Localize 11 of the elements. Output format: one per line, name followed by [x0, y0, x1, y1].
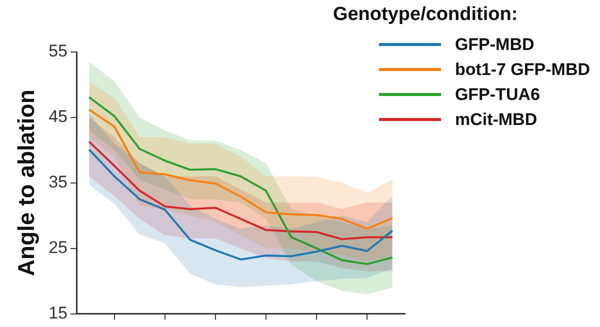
y-tick-label: 25: [48, 238, 68, 258]
legend-label: GFP-MBD: [454, 34, 534, 54]
y-tick-label: 35: [48, 172, 68, 192]
y-tick-label: 45: [48, 107, 68, 126]
y-axis-title: Angle to ablation: [13, 90, 40, 276]
y-tick-label: 15: [48, 303, 68, 322]
legend-title: Genotype/condition:: [332, 4, 519, 26]
legend-label: bot1-7 GFP-MBD: [454, 60, 590, 80]
y-tick-label: 55: [48, 42, 68, 61]
legend-label: mCit-MBD: [454, 110, 538, 130]
legend-label: GFP-TUA6: [454, 84, 540, 104]
